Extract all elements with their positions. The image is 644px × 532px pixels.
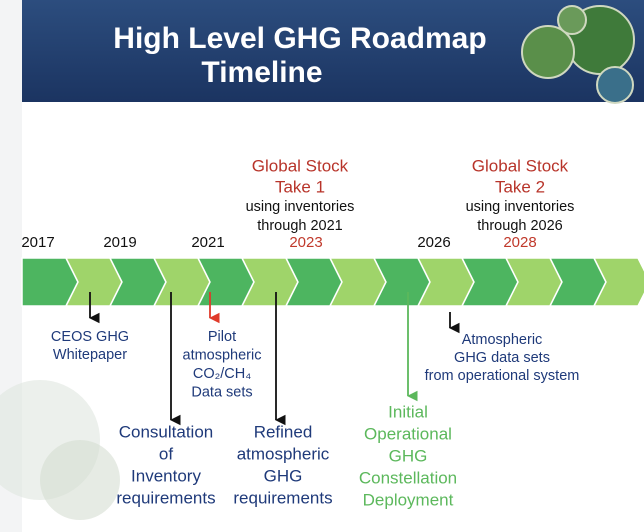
event-label: CO₂/CH₄ bbox=[193, 366, 251, 382]
event-label: of bbox=[159, 444, 173, 463]
year-label: 2023 bbox=[289, 234, 322, 251]
stocktake-title: Global Stock bbox=[472, 156, 569, 175]
stocktake-title: Take 1 bbox=[275, 177, 325, 196]
event-label: requirements bbox=[116, 488, 215, 507]
event-label: Atmospheric bbox=[462, 332, 543, 348]
year-label: 2026 bbox=[417, 234, 450, 251]
slide-title: Timeline bbox=[201, 56, 322, 89]
event-label: Initial bbox=[388, 402, 428, 421]
event-label: Pilot bbox=[208, 329, 236, 345]
slide: High Level GHG RoadmapTimeline 2017 2019 20… bbox=[0, 0, 644, 532]
stocktake-title: Take 2 bbox=[495, 177, 545, 196]
event-label: atmospheric bbox=[183, 347, 262, 363]
stocktake-note: using inventories bbox=[246, 199, 355, 215]
event-label: Operational bbox=[364, 424, 452, 443]
event-label: Refined bbox=[254, 422, 313, 441]
event-label: GHG bbox=[264, 466, 303, 485]
stocktake-note: using inventories bbox=[466, 199, 575, 215]
event-label: Whitepaper bbox=[53, 347, 127, 363]
event-label: from operational system bbox=[425, 368, 580, 384]
slide-title: High Level GHG Roadmap bbox=[113, 22, 486, 55]
event-label: GHG bbox=[389, 446, 428, 465]
stocktake-title: Global Stock bbox=[252, 156, 349, 175]
event-label: atmospheric bbox=[237, 444, 330, 463]
year-label: 2028 bbox=[503, 234, 536, 251]
event-label: Data sets bbox=[191, 384, 252, 400]
event-label: CEOS GHG bbox=[51, 329, 129, 345]
year-label: 2017 bbox=[21, 234, 54, 251]
year-label: 2021 bbox=[191, 234, 224, 251]
decor bbox=[40, 440, 120, 520]
event-label: requirements bbox=[233, 488, 332, 507]
event-label: Deployment bbox=[363, 490, 454, 509]
event-label: Consultation bbox=[119, 422, 214, 441]
year-label: 2019 bbox=[103, 234, 136, 251]
stocktake-note: through 2021 bbox=[257, 218, 342, 234]
stocktake-note: through 2026 bbox=[477, 218, 562, 234]
event-label: Constellation bbox=[359, 468, 457, 487]
event-label: Inventory bbox=[131, 466, 201, 485]
event-label: GHG data sets bbox=[454, 350, 550, 366]
